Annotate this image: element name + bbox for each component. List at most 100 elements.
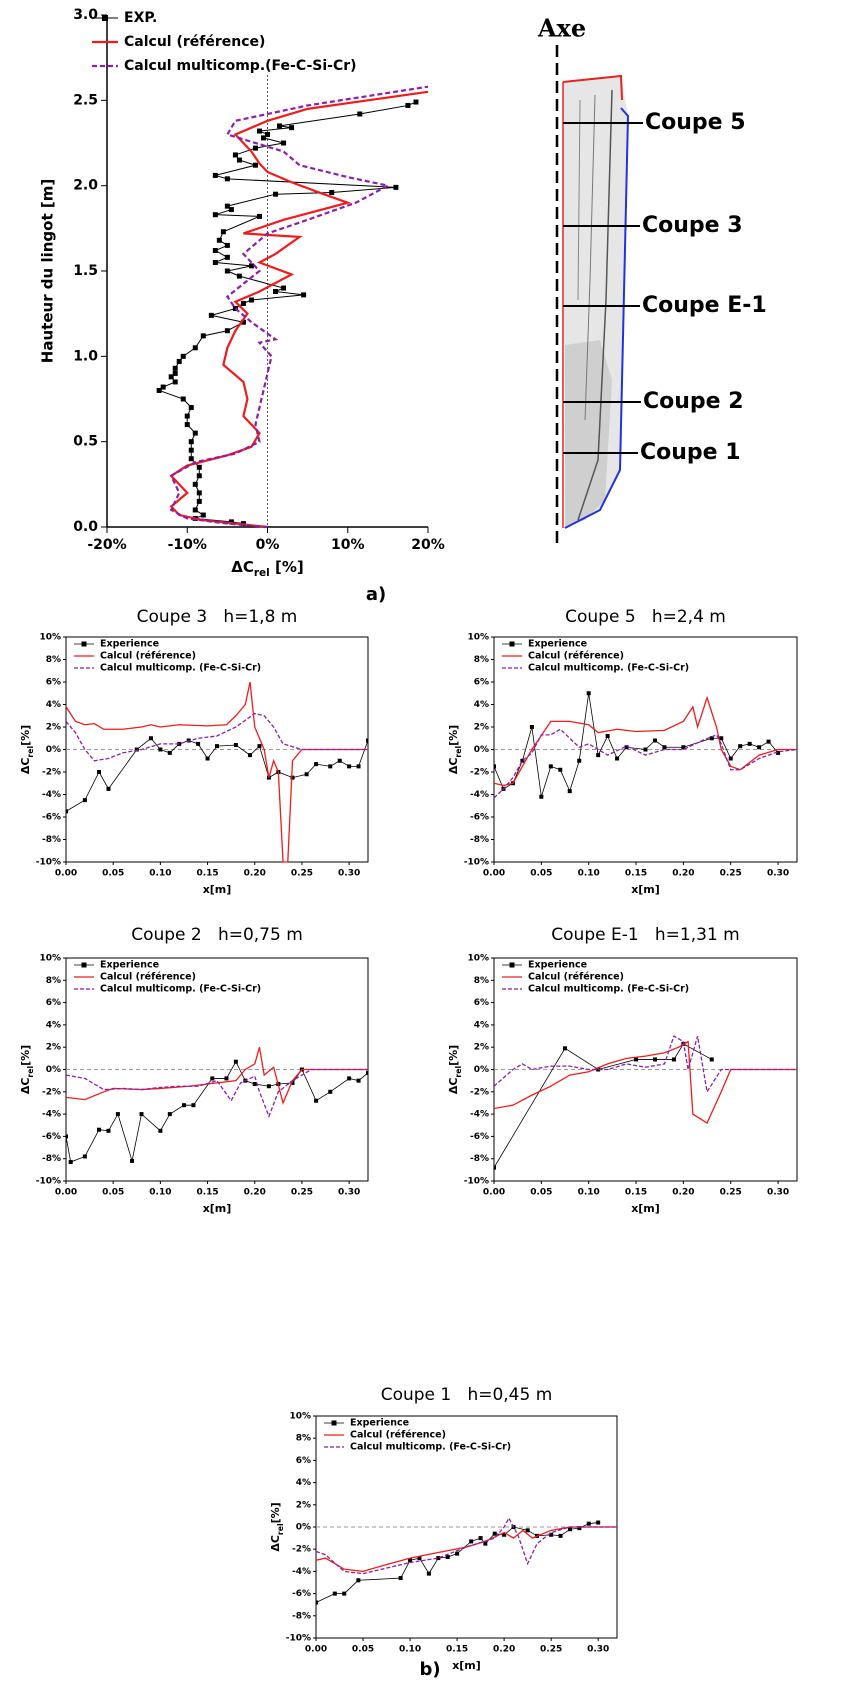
legend-label: Calcul multicomp. (Fe-C-Si-Cr) xyxy=(100,984,261,995)
y-tick-label: 6% xyxy=(296,1456,311,1466)
x-tick-label: 0.05 xyxy=(530,1188,552,1198)
data-point xyxy=(228,207,234,213)
section-label: Coupe E-1 xyxy=(642,293,767,318)
y-tick-label: -2% xyxy=(42,1087,61,1097)
data-point xyxy=(224,268,230,274)
y-tick-label: -10% xyxy=(464,858,489,868)
data-point xyxy=(97,1127,102,1132)
axis-label-part: ΔC xyxy=(19,758,32,775)
legend-label: Calcul multicomp. (Fe-C-Si-Cr) xyxy=(100,663,261,674)
data-point xyxy=(196,741,201,746)
data-point xyxy=(192,430,198,436)
solidification-front xyxy=(577,89,613,521)
y-tick-label: 4% xyxy=(46,700,61,710)
data-point xyxy=(156,387,162,393)
x-tick-label: -20% xyxy=(87,537,126,553)
x-tick-label: 0.15 xyxy=(196,1188,218,1198)
y-tick-label: 6% xyxy=(46,998,61,1008)
x-tick-label: 0.20 xyxy=(672,869,694,879)
data-point xyxy=(301,292,307,298)
data-point xyxy=(224,254,230,260)
data-point xyxy=(196,473,202,479)
data-point xyxy=(233,1059,238,1064)
x-tick-label: 0.10 xyxy=(149,1188,171,1198)
y-tick-label: 6% xyxy=(46,678,61,688)
data-point xyxy=(167,1112,172,1117)
x-tick-label: -10% xyxy=(168,537,207,553)
data-point xyxy=(188,439,194,445)
y-tick-label: 6% xyxy=(474,998,489,1008)
data-point xyxy=(652,738,657,743)
data-point xyxy=(558,767,563,772)
series-line xyxy=(494,728,797,799)
y-tick-label: -4% xyxy=(42,790,61,800)
x-tick-label: 0.30 xyxy=(587,1645,609,1655)
data-point xyxy=(181,1103,186,1108)
y-tick-label: -2% xyxy=(42,768,61,778)
data-point xyxy=(240,300,246,306)
data-point xyxy=(176,358,182,364)
series-line xyxy=(494,1043,712,1168)
x-tick-label: 0.25 xyxy=(720,869,742,879)
data-point xyxy=(548,764,553,769)
data-point xyxy=(177,741,182,746)
y-tick-label: 6% xyxy=(474,678,489,688)
y-tick-label: -2% xyxy=(292,1545,311,1555)
y-tick-label: 10% xyxy=(467,954,489,964)
series-line xyxy=(66,1047,368,1105)
data-point xyxy=(596,753,601,758)
axis-label-sub: rel xyxy=(454,1066,463,1078)
plot-area xyxy=(156,85,428,529)
x-tick-label: 0.00 xyxy=(55,1188,77,1198)
data-point xyxy=(196,490,202,496)
data-point xyxy=(525,1528,530,1533)
x-tick-label: 0.00 xyxy=(483,869,505,879)
y-tick-label: 0.5 xyxy=(73,434,98,450)
x-tick-label: 0.15 xyxy=(625,869,647,879)
data-point xyxy=(196,464,202,470)
data-point xyxy=(624,745,629,750)
y-tick-label: -6% xyxy=(42,813,61,823)
axis-label-sub: rel xyxy=(26,746,35,758)
legend-label: Experience xyxy=(100,639,159,650)
legend-label: Experience xyxy=(100,960,159,971)
data-point xyxy=(328,764,333,769)
x-tick-label: 0.00 xyxy=(483,1188,505,1198)
data-point xyxy=(347,1076,352,1081)
x-tick-label: 0.05 xyxy=(102,869,124,879)
data-point xyxy=(719,736,724,741)
data-point xyxy=(215,744,219,749)
data-point xyxy=(329,189,335,195)
data-point xyxy=(252,1081,257,1086)
axis-label-part: [%] xyxy=(447,1045,460,1066)
data-point xyxy=(290,1080,295,1085)
legend-marker xyxy=(509,962,515,968)
data-point xyxy=(224,176,230,182)
legend-label: Calcul (référence) xyxy=(528,651,624,662)
y-tick-label: 10% xyxy=(289,1412,311,1422)
data-point xyxy=(220,229,226,235)
legend-label: EXP. xyxy=(124,10,157,26)
chart-title: Coupe 1 h=0,45 m xyxy=(381,1385,553,1405)
data-point xyxy=(549,1532,554,1537)
x-tick-label: 0.05 xyxy=(530,869,552,879)
data-point xyxy=(233,743,238,747)
y-tick-label: 1.0 xyxy=(73,348,98,364)
y-tick-label: 2% xyxy=(46,1043,61,1053)
legend-marker xyxy=(509,641,515,647)
data-point xyxy=(148,736,153,741)
data-point xyxy=(281,285,287,291)
y-tick-label: 0% xyxy=(296,1523,311,1533)
data-point xyxy=(212,259,218,265)
data-point xyxy=(436,1556,441,1561)
data-point xyxy=(160,384,166,390)
axis-label: x[m] xyxy=(203,1202,232,1215)
legend-label: Calcul (référence) xyxy=(100,972,196,983)
data-point xyxy=(232,152,238,158)
y-tick-label: -10% xyxy=(36,1177,61,1187)
series-line xyxy=(66,681,368,863)
y-tick-label: 0% xyxy=(46,1065,61,1075)
data-point xyxy=(134,747,139,752)
y-tick-label: -6% xyxy=(292,1589,311,1599)
data-point xyxy=(366,738,368,743)
